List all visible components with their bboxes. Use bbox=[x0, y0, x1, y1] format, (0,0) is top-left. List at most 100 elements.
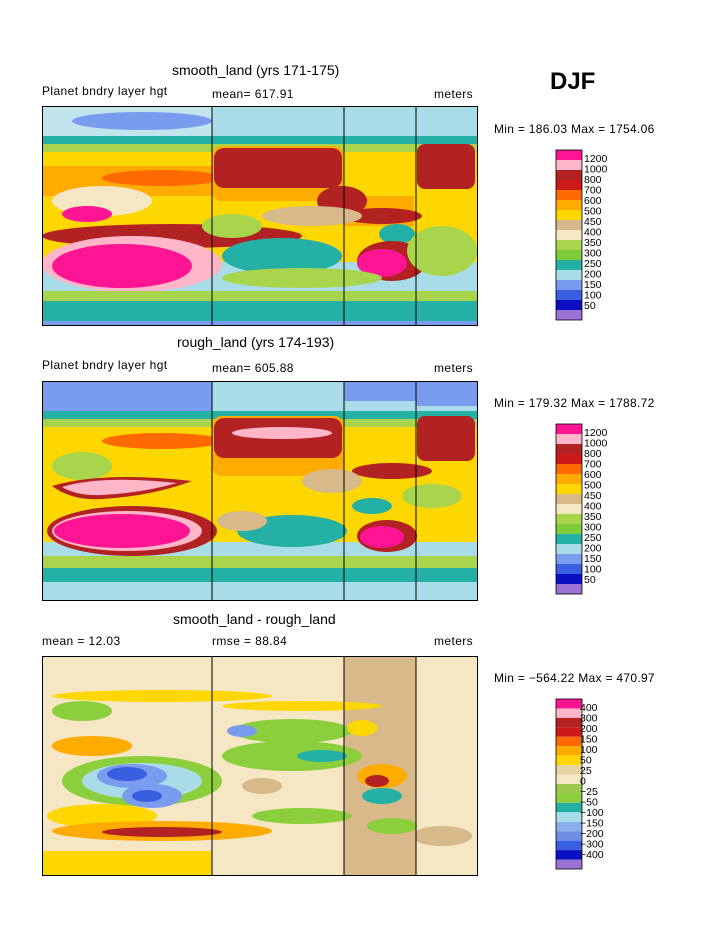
colorbar-swatch bbox=[556, 250, 582, 260]
panel1-title: smooth_land (yrs 171-175) bbox=[172, 62, 340, 78]
colorbar-swatch bbox=[556, 736, 582, 747]
colorbar-swatch bbox=[556, 474, 582, 484]
panel1-colorbar-label: 400 bbox=[584, 227, 602, 239]
panel2-colorbar-label: 1200 bbox=[584, 427, 608, 439]
panel1-colorbar-label: 50 bbox=[584, 300, 596, 312]
panel2-title: rough_land (yrs 174-193) bbox=[177, 334, 335, 350]
panel3-heatmap bbox=[42, 656, 478, 876]
colorbar-swatch bbox=[556, 220, 582, 230]
panel3-colorbar-label: −100 bbox=[580, 807, 604, 819]
panel1-colorbar-label: 1200 bbox=[584, 153, 608, 165]
panel2-colorbar-label: 600 bbox=[584, 469, 602, 481]
colorbar-swatch bbox=[556, 464, 582, 474]
panel3-colorbar-label: 0 bbox=[580, 776, 586, 788]
colorbar-swatch bbox=[556, 859, 582, 869]
panel2-colorbar-label: 1000 bbox=[584, 438, 608, 450]
colorbar-swatch bbox=[556, 260, 582, 270]
panel1-minmax: Min = 186.03 Max = 1754.06 bbox=[494, 122, 655, 136]
panel3-colorbar-label: 50 bbox=[580, 755, 592, 767]
colorbar-swatch bbox=[556, 190, 582, 200]
colorbar-swatch bbox=[556, 290, 582, 300]
colorbar-swatch bbox=[556, 755, 582, 766]
colorbar-swatch bbox=[556, 170, 582, 180]
panel1-colorbar-swatches bbox=[555, 149, 583, 321]
panel2-colorbar-label: 300 bbox=[584, 522, 602, 534]
colorbar-swatch bbox=[556, 746, 582, 756]
panel2-colorbar-label: 100 bbox=[584, 564, 602, 576]
panel1-colorbar-label: 150 bbox=[584, 279, 602, 291]
colorbar-swatch bbox=[556, 424, 582, 434]
panel1-heatmap bbox=[42, 106, 478, 326]
colorbar-swatch bbox=[556, 230, 582, 240]
colorbar-swatch bbox=[556, 774, 582, 784]
panel1-colorbar-label: 250 bbox=[584, 258, 602, 270]
panel2-minmax: Min = 179.32 Max = 1788.72 bbox=[494, 396, 655, 410]
panel2-colorbar-label: 50 bbox=[584, 574, 596, 586]
colorbar-swatch bbox=[556, 821, 582, 832]
colorbar-swatch bbox=[556, 160, 582, 170]
panel2-units-label: meters bbox=[434, 361, 474, 375]
panel1-colorbar-label: 300 bbox=[584, 248, 602, 260]
colorbar-swatch bbox=[556, 310, 582, 320]
panel2-field-label: Planet bndry layer hgt bbox=[42, 358, 168, 372]
colorbar-swatch bbox=[556, 727, 582, 737]
colorbar-swatch bbox=[556, 584, 582, 594]
colorbar-swatch bbox=[556, 840, 582, 851]
panel3-mean-label: mean = 12.03 bbox=[42, 634, 121, 648]
panel1-colorbar-label: 350 bbox=[584, 237, 602, 249]
panel1-colorbar-labels: 1200 1000 800 700 600 500 450 400 350 30… bbox=[584, 153, 608, 312]
colorbar-swatch bbox=[556, 280, 582, 290]
panel3-colorbar-label: −200 bbox=[580, 828, 604, 840]
panel3-colorbar-label: 200 bbox=[580, 723, 598, 735]
panel3-minmax: Min = −564.22 Max = 470.97 bbox=[494, 671, 655, 685]
panel1-colorbar-label: 600 bbox=[584, 195, 602, 207]
colorbar-swatch bbox=[556, 554, 582, 564]
panel3-colorbar-labels: 400 300 200 150 100 50 25 0 −25 −50 −100… bbox=[580, 702, 604, 861]
colorbar-swatch bbox=[556, 524, 582, 534]
panel3-colorbar: 400 300 200 150 100 50 25 0 −25 −50 −100… bbox=[555, 698, 604, 870]
panel2-mean-label: mean= 605.88 bbox=[212, 361, 294, 375]
panel1-mean-label: mean= 617.91 bbox=[212, 87, 294, 101]
colorbar-swatch bbox=[556, 240, 582, 250]
panel1-colorbar: 1200 1000 800 700 600 500 450 400 350 30… bbox=[555, 149, 608, 321]
panel2-colorbar-label: 150 bbox=[584, 553, 602, 565]
panel3-colorbar-label: −50 bbox=[580, 797, 598, 809]
panel3-colorbar-swatches bbox=[555, 698, 583, 870]
colorbar-swatch bbox=[556, 850, 582, 860]
colorbar-swatch bbox=[556, 514, 582, 524]
colorbar-swatch bbox=[556, 765, 582, 775]
colorbar-swatch bbox=[556, 180, 582, 190]
panel2-colorbar-label: 500 bbox=[584, 480, 602, 492]
colorbar-swatch bbox=[556, 454, 582, 464]
panel2-colorbar-label: 450 bbox=[584, 490, 602, 502]
panel3-colorbar-label: −150 bbox=[580, 818, 604, 830]
panel2-colorbar-label: 800 bbox=[584, 448, 602, 460]
colorbar-swatch bbox=[556, 504, 582, 514]
panel3-units-label: meters bbox=[434, 634, 474, 648]
colorbar-swatch bbox=[556, 210, 582, 220]
colorbar-swatch bbox=[556, 708, 582, 718]
colorbar-swatch bbox=[556, 793, 582, 803]
colorbar-swatch bbox=[556, 534, 582, 544]
colorbar-swatch bbox=[556, 831, 582, 841]
panel1-colorbar-label: 450 bbox=[584, 216, 602, 228]
colorbar-swatch bbox=[556, 802, 582, 813]
panel1-colorbar-label: 1000 bbox=[584, 164, 608, 176]
panel2-colorbar-label: 200 bbox=[584, 543, 602, 555]
colorbar-swatch bbox=[556, 812, 582, 822]
colorbar-swatch bbox=[556, 434, 582, 444]
colorbar-swatch bbox=[556, 717, 582, 728]
panel1-colorbar-label: 200 bbox=[584, 269, 602, 281]
panel3-colorbar-label: −300 bbox=[580, 839, 604, 851]
colorbar-swatch bbox=[556, 699, 582, 709]
colorbar-swatch bbox=[556, 564, 582, 574]
panel1-colorbar-label: 700 bbox=[584, 185, 602, 197]
panel3-title: smooth_land - rough_land bbox=[173, 611, 336, 627]
panel2-colorbar-labels: 1200 1000 800 700 600 500 450 400 350 30… bbox=[584, 427, 608, 586]
panel3-colorbar-label: 300 bbox=[580, 713, 598, 725]
panel1-colorbar-label: 500 bbox=[584, 206, 602, 218]
panel1-colorbar-label: 100 bbox=[584, 290, 602, 302]
panel1-field-label: Planet bndry layer hgt bbox=[42, 84, 168, 98]
panel3-colorbar-label: 25 bbox=[580, 765, 592, 777]
panel2-colorbar: 1200 1000 800 700 600 500 450 400 350 30… bbox=[555, 423, 608, 595]
